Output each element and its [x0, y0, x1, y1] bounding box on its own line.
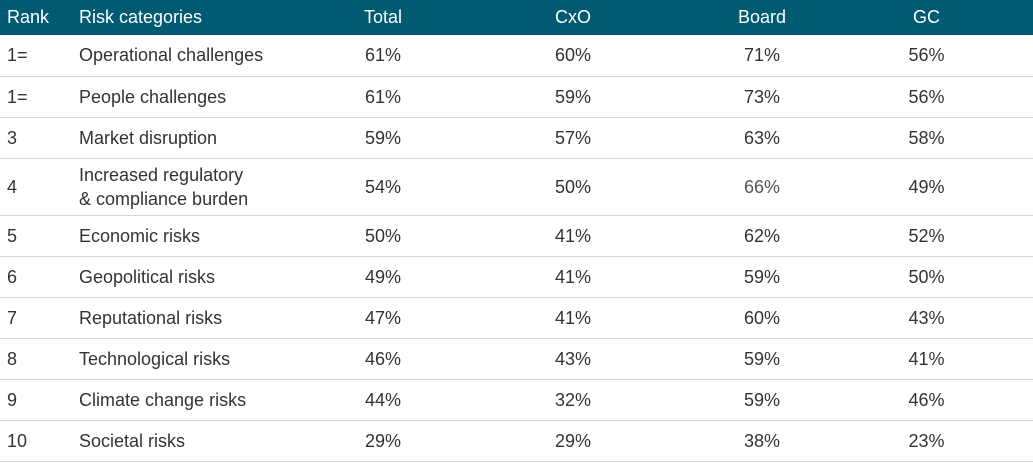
cxo-cell: 57%	[442, 117, 704, 159]
header-total: Total	[363, 7, 403, 27]
gc-cell: 46%	[820, 379, 1033, 421]
rank-cell: 1=	[0, 35, 79, 77]
table-body: 1= Operational challenges 61% 60% 71% 56% 1= Pe…	[0, 35, 1033, 462]
header-board: Board	[737, 7, 787, 27]
header-row: Rank Risk categories Total CxO Board GC	[0, 0, 1033, 35]
gc-cell: 23%	[820, 420, 1033, 462]
gc-cell: 41%	[820, 338, 1033, 380]
total-cell: 47%	[324, 297, 442, 339]
total-cell: 44%	[324, 379, 442, 421]
board-cell: 71%	[704, 35, 820, 77]
total-cell: 61%	[324, 76, 442, 118]
table-row: 10 Societal risks 29% 29% 38% 23%	[0, 420, 1033, 462]
rank-cell: 5	[0, 215, 79, 257]
gc-cell: 43%	[820, 297, 1033, 339]
gc-cell: 50%	[820, 256, 1033, 298]
board-cell: 59%	[704, 379, 820, 421]
gc-cell: 52%	[820, 215, 1033, 257]
cxo-cell: 32%	[442, 379, 704, 421]
total-cell: 49%	[324, 256, 442, 298]
category-cell: Societal risks	[79, 420, 324, 462]
rank-cell: 4	[0, 158, 79, 216]
cxo-cell: 59%	[442, 76, 704, 118]
total-cell: 46%	[324, 338, 442, 380]
category-cell: Economic risks	[79, 215, 324, 257]
category-cell: Reputational risks	[79, 297, 324, 339]
cxo-cell: 29%	[442, 420, 704, 462]
board-cell: 73%	[704, 76, 820, 118]
header-risk-categories: Risk categories	[79, 7, 203, 27]
board-cell: 62%	[704, 215, 820, 257]
table-row: 5 Economic risks 50% 41% 62% 52%	[0, 215, 1033, 257]
category-cell: Increased regulatory & compliance burden	[79, 158, 324, 216]
board-cell: 59%	[704, 256, 820, 298]
board-cell: 59%	[704, 338, 820, 380]
header-gc: GC	[913, 7, 940, 27]
gc-cell: 56%	[820, 35, 1033, 77]
table-row: 4 Increased regulatory & compliance burden…	[0, 158, 1033, 216]
rank-cell: 1=	[0, 76, 79, 118]
total-cell: 59%	[324, 117, 442, 159]
board-cell: 60%	[704, 297, 820, 339]
category-cell: People challenges	[79, 76, 324, 118]
category-cell: Geopolitical risks	[79, 256, 324, 298]
board-cell: 63%	[704, 117, 820, 159]
header-rank: Rank	[7, 7, 50, 27]
rank-cell: 3	[0, 117, 79, 159]
table-row: 3 Market disruption 59% 57% 63% 58%	[0, 117, 1033, 159]
cxo-cell: 41%	[442, 215, 704, 257]
rank-cell: 6	[0, 256, 79, 298]
total-cell: 61%	[324, 35, 442, 77]
total-cell: 29%	[324, 420, 442, 462]
total-cell: 54%	[324, 158, 442, 216]
total-cell: 50%	[324, 215, 442, 257]
rank-cell: 10	[0, 420, 79, 462]
table-row: 9 Climate change risks 44% 32% 59% 46%	[0, 379, 1033, 421]
category-cell: Climate change risks	[79, 379, 324, 421]
cxo-cell: 60%	[442, 35, 704, 77]
cxo-cell: 41%	[442, 256, 704, 298]
board-cell: 38%	[704, 420, 820, 462]
gc-cell: 49%	[820, 158, 1033, 216]
table-row: 1= People challenges 61% 59% 73% 56%	[0, 76, 1033, 118]
cxo-cell: 41%	[442, 297, 704, 339]
table-row: 1= Operational challenges 61% 60% 71% 56%	[0, 35, 1033, 77]
gc-cell: 58%	[820, 117, 1033, 159]
rank-cell: 9	[0, 379, 79, 421]
rank-cell: 7	[0, 297, 79, 339]
cxo-cell: 50%	[442, 158, 704, 216]
rank-cell: 8	[0, 338, 79, 380]
category-cell: Technological risks	[79, 338, 324, 380]
gc-cell: 56%	[820, 76, 1033, 118]
category-cell: Operational challenges	[79, 35, 324, 77]
header-cxo: CxO	[555, 7, 591, 27]
cxo-cell: 43%	[442, 338, 704, 380]
table-row: 6 Geopolitical risks 49% 41% 59% 50%	[0, 256, 1033, 298]
board-cell: 66%	[704, 158, 820, 216]
category-cell: Market disruption	[79, 117, 324, 159]
table-row: 7 Reputational risks 47% 41% 60% 43%	[0, 297, 1033, 339]
table-row: 8 Technological risks 46% 43% 59% 41%	[0, 338, 1033, 380]
